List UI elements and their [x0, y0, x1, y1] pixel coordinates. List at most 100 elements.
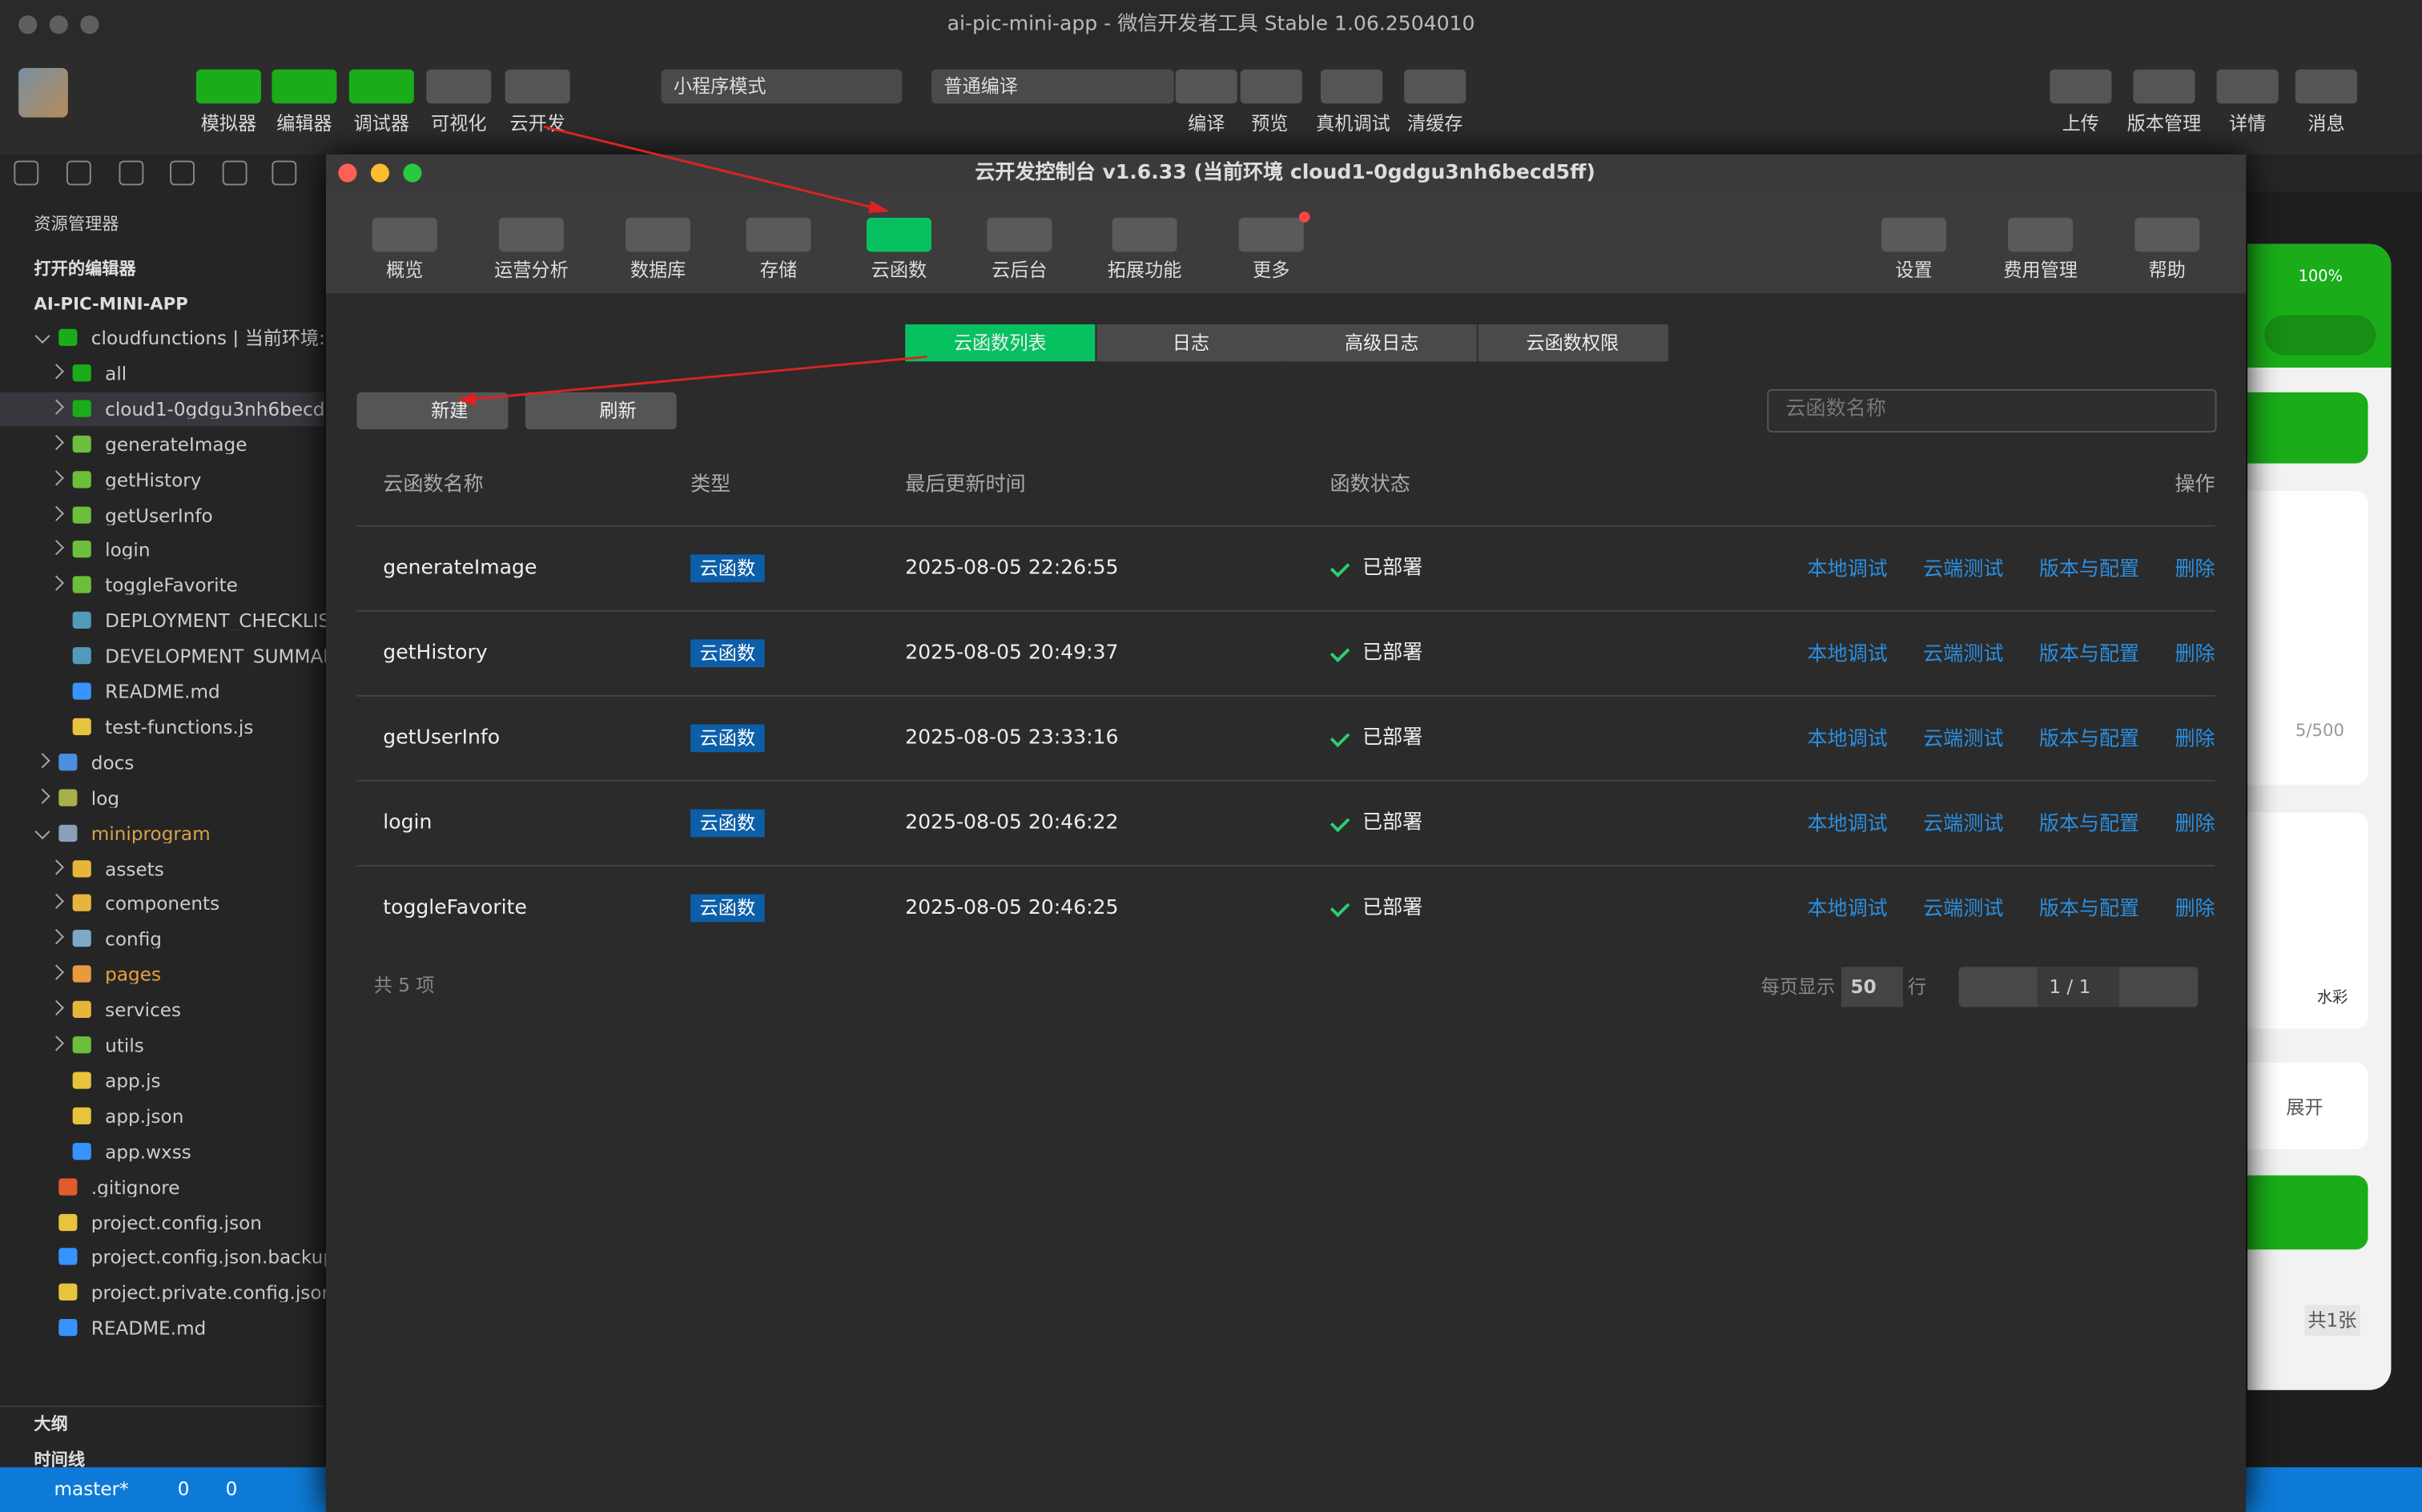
- subtab[interactable]: [1477, 324, 1668, 362]
- refresh-button-label[interactable]: 刷新: [599, 400, 637, 422]
- console-tab-icon[interactable]: [2008, 217, 2074, 252]
- toolbar-icon-button[interactable]: [1404, 69, 1466, 104]
- console-tab-icon[interactable]: [626, 217, 691, 252]
- console-tab-icon[interactable]: [1238, 217, 1304, 252]
- status-branch[interactable]: master*: [54, 1478, 129, 1500]
- tree-item[interactable]: test-functions.js: [105, 718, 254, 737]
- console-tab-icon[interactable]: [1112, 217, 1177, 252]
- action-link[interactable]: 版本与配置: [2038, 898, 2140, 922]
- tree-item[interactable]: README.md: [91, 1319, 207, 1338]
- sim-expand[interactable]: 展开: [2286, 1096, 2323, 1119]
- tree-item[interactable]: getUserInfo: [105, 505, 213, 525]
- subtab[interactable]: [1096, 324, 1286, 362]
- tree-item[interactable]: components: [105, 895, 220, 914]
- sim-button[interactable]: [2247, 1175, 2368, 1250]
- tree-item[interactable]: pages: [105, 965, 162, 984]
- console-tab-icon[interactable]: [498, 217, 564, 252]
- console-tab[interactable]: 运营分析: [494, 259, 569, 282]
- console-tab[interactable]: 帮助: [2148, 259, 2186, 282]
- toolbar-icon-button[interactable]: [2216, 69, 2279, 104]
- tree-item[interactable]: DEPLOYMENT_CHECKLIST: [105, 612, 326, 631]
- tree-item[interactable]: app.json: [105, 1107, 184, 1126]
- tree-item[interactable]: .gitignore: [91, 1177, 180, 1196]
- console-tab[interactable]: 概览: [386, 259, 424, 282]
- tree-item[interactable]: toggleFavorite: [105, 576, 238, 596]
- console-tab[interactable]: 拓展功能: [1107, 259, 1182, 282]
- tree-item[interactable]: log: [91, 788, 120, 808]
- action-link[interactable]: 本地调试: [1807, 813, 1888, 837]
- console-tab-icon[interactable]: [987, 217, 1052, 252]
- toolbar-button[interactable]: [272, 69, 337, 104]
- tree-item[interactable]: project.config.json: [91, 1212, 262, 1233]
- action-link[interactable]: 版本与配置: [2038, 643, 2140, 667]
- page-indicator[interactable]: 1 / 1: [2049, 975, 2091, 998]
- toolbar-icon-button[interactable]: [1240, 69, 1302, 104]
- compile-select[interactable]: [931, 69, 1174, 104]
- activity-icon[interactable]: [222, 160, 247, 186]
- avatar[interactable]: [18, 67, 68, 118]
- activity-icon[interactable]: [66, 160, 91, 186]
- timeline[interactable]: 时间线: [34, 1449, 86, 1470]
- tree-item[interactable]: docs: [91, 753, 135, 772]
- subtab[interactable]: [1286, 324, 1477, 362]
- action-link[interactable]: 本地调试: [1807, 643, 1888, 667]
- toolbar-label[interactable]: 预览: [1251, 112, 1289, 135]
- action-link[interactable]: 云端测试: [1923, 898, 2004, 922]
- toolbar-label[interactable]: 调试器: [353, 112, 410, 135]
- tree-item[interactable]: project.config.json.backup: [91, 1249, 326, 1268]
- mode-select[interactable]: [661, 69, 903, 104]
- toolbar-icon-button[interactable]: [2050, 69, 2112, 104]
- toolbar-label[interactable]: 消息: [2307, 112, 2345, 135]
- toolbar-icon-button[interactable]: [1320, 69, 1383, 104]
- toolbar-label[interactable]: 真机调试: [1316, 112, 1390, 135]
- subtab-label[interactable]: 日志: [1172, 332, 1210, 354]
- compile-select-text[interactable]: 普通编译: [943, 75, 1018, 98]
- tree-item[interactable]: generateImage: [105, 435, 247, 454]
- sim-button[interactable]: [2247, 392, 2368, 464]
- action-link[interactable]: 本地调试: [1807, 728, 1888, 752]
- toolbar-label[interactable]: 编辑器: [276, 112, 332, 135]
- page-current[interactable]: [2037, 967, 2120, 1007]
- toolbar-icon-button[interactable]: [2133, 69, 2195, 104]
- toolbar-label[interactable]: 清缓存: [1406, 112, 1463, 135]
- tree-item[interactable]: app.js: [105, 1072, 161, 1091]
- tree-item[interactable]: cloud1-0gdgu3nh6becd5f: [105, 400, 326, 419]
- action-link[interactable]: 云端测试: [1923, 643, 2004, 667]
- activity-icon[interactable]: [14, 160, 39, 186]
- console-tab-icon[interactable]: [866, 217, 931, 252]
- action-link[interactable]: 删除: [2175, 813, 2215, 837]
- action-link[interactable]: 删除: [2175, 643, 2215, 667]
- tree-item[interactable]: cloudfunctions | 当前环境: cl: [91, 328, 326, 348]
- subtab-label[interactable]: 云函数列表: [953, 332, 1047, 354]
- action-link[interactable]: 版本与配置: [2038, 813, 2140, 837]
- toolbar-label[interactable]: 模拟器: [200, 112, 257, 135]
- action-link[interactable]: 云端测试: [1923, 558, 2004, 582]
- toolbar-button[interactable]: [426, 69, 492, 104]
- action-link[interactable]: 版本与配置: [2038, 728, 2140, 752]
- new-button-label[interactable]: 新建: [431, 400, 469, 422]
- search-placeholder[interactable]: 云函数名称: [1785, 397, 1886, 421]
- action-link[interactable]: 本地调试: [1807, 558, 1888, 582]
- tree-item[interactable]: project.private.config.json: [91, 1284, 326, 1303]
- toolbar-button[interactable]: [195, 69, 261, 104]
- tree-item[interactable]: all: [105, 364, 127, 384]
- console-tab[interactable]: 设置: [1895, 259, 1933, 282]
- capsule[interactable]: [2264, 315, 2376, 356]
- status-warnings[interactable]: 0: [225, 1478, 238, 1500]
- window-button[interactable]: [338, 163, 357, 183]
- toolbar-button[interactable]: [505, 69, 570, 104]
- action-link[interactable]: 删除: [2175, 558, 2215, 582]
- console-tab[interactable]: 存储: [759, 259, 798, 282]
- tree-item[interactable]: services: [105, 1000, 182, 1020]
- window-button[interactable]: [370, 163, 390, 183]
- tree-item[interactable]: miniprogram: [91, 824, 211, 843]
- action-link[interactable]: 云端测试: [1923, 813, 2004, 837]
- subtab[interactable]: [905, 324, 1096, 362]
- console-tab-icon[interactable]: [372, 217, 437, 252]
- tree-item[interactable]: README.md: [105, 682, 220, 702]
- toolbar-label[interactable]: 详情: [2228, 112, 2267, 135]
- page-size[interactable]: 50: [1850, 975, 1877, 998]
- action-link[interactable]: 删除: [2175, 898, 2215, 922]
- toolbar-label[interactable]: 上传: [2062, 112, 2099, 135]
- window-button[interactable]: [403, 163, 422, 183]
